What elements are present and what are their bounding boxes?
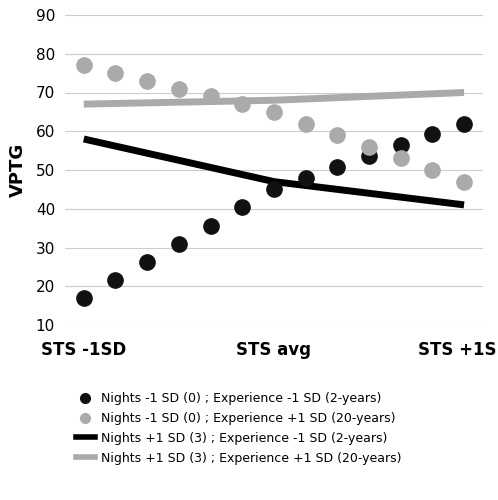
Legend: Nights -1 SD (0) ; Experience -1 SD (2-years), Nights -1 SD (0) ; Experience +1 : Nights -1 SD (0) ; Experience -1 SD (2-y…: [71, 387, 406, 469]
Y-axis label: VPTG: VPTG: [9, 143, 27, 197]
